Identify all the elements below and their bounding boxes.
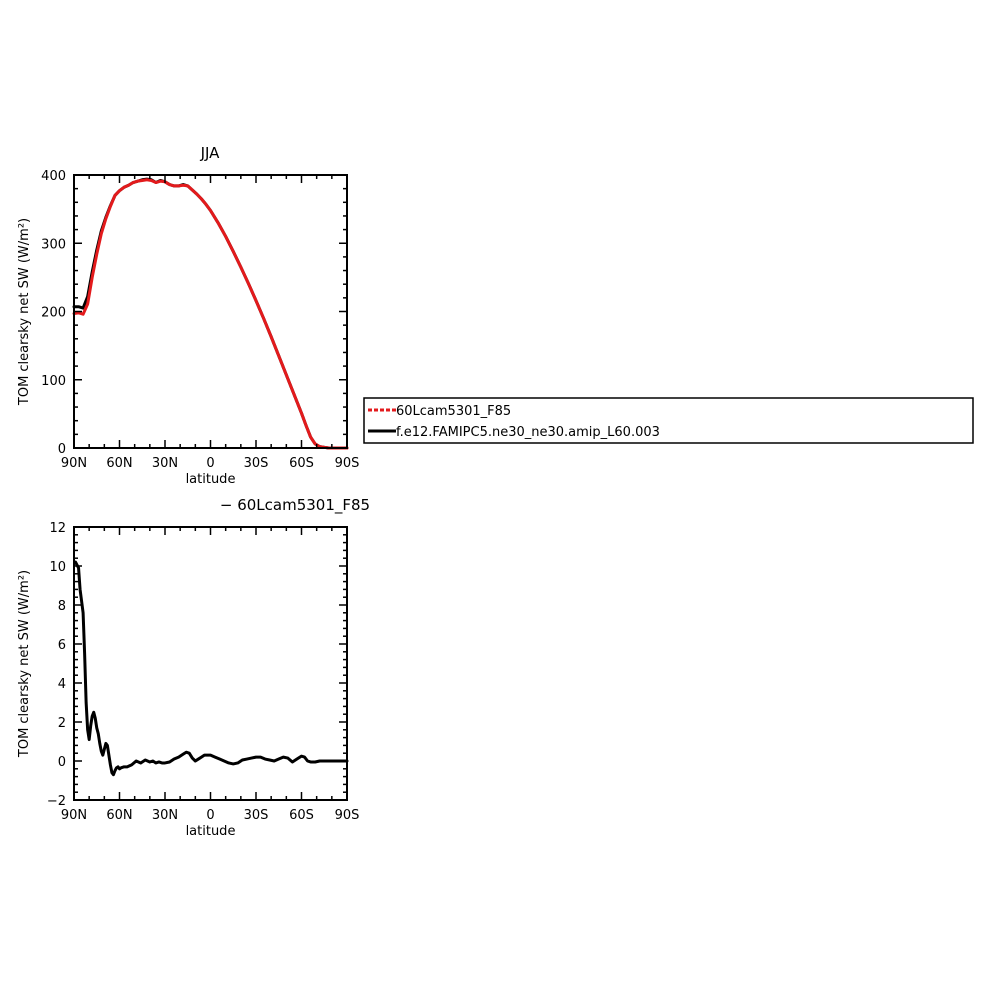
y-axis-title: TOM clearsky net SW (W/m²) [17,570,32,758]
y-tick-label: 200 [41,306,66,321]
legend-box [363,397,974,444]
legend-label-1: f.e12.FAMIPC5.ne30_ne30.amip_L60.003 [396,425,660,440]
chart-top-panel: 90N 60N 30N 0 30S 60S 90S 0 100 200 300 400 latitude… [17,144,359,487]
y-tick-label: 10 [49,560,66,575]
y-axis-title: TOM clearsky net SW (W/m²) [17,218,32,406]
x-tick-label: 90N [61,456,87,471]
panel-title: − 60Lcam5301_F85 [220,496,370,515]
y-tick-label: 6 [58,638,66,653]
y-tick-label: 2 [58,716,66,731]
x-tick-label: 60S [289,456,314,471]
plot-frame [73,174,348,449]
x-tick-label: 30S [244,808,269,823]
series-line-difference [74,560,349,777]
y-tick-label: 100 [41,374,66,389]
x-axis-title: latitude [186,824,236,839]
y-tick-label: 4 [58,677,66,692]
y-tick-label: 8 [58,599,66,614]
y-tick-label: 0 [58,755,66,770]
x-tick-label: 0 [206,456,214,471]
x-tick-label: 60N [106,808,132,823]
x-tick-label: 90S [335,456,360,471]
x-tick-label: 60N [106,456,132,471]
y-tick-label: 0 [58,442,66,457]
x-axis-title: latitude [186,472,236,487]
x-tick-label: 90S [335,808,360,823]
x-tick-label: 90N [61,808,87,823]
legend-label-0: 60Lcam5301_F85 [396,404,511,419]
x-tick-label: 30N [152,456,178,471]
y-tick-label: 400 [41,169,66,184]
panel-title: JJA [200,144,221,162]
x-tick-label: 0 [206,808,214,823]
chart-bottom-panel: 90N 60N 30N 0 30S 60S 90S −2 0 2 4 6 8 10 12 latitude TO… [17,496,370,839]
x-tick-label: 60S [289,808,314,823]
x-tick-label: 30S [244,456,269,471]
x-tick-label: 30N [152,808,178,823]
y-tick-label: 12 [49,521,66,536]
legend: 60Lcam5301_F85 f.e12.FAMIPC5.ne30_ne30.am… [363,397,974,444]
y-tick-label: 300 [41,237,66,252]
series-line-f-e12-famipc5-ne30-ne30-amip-l60-003 [72,177,349,450]
series-line-60lcam5301-f85 [72,178,349,450]
y-tick-label: −2 [47,794,66,809]
